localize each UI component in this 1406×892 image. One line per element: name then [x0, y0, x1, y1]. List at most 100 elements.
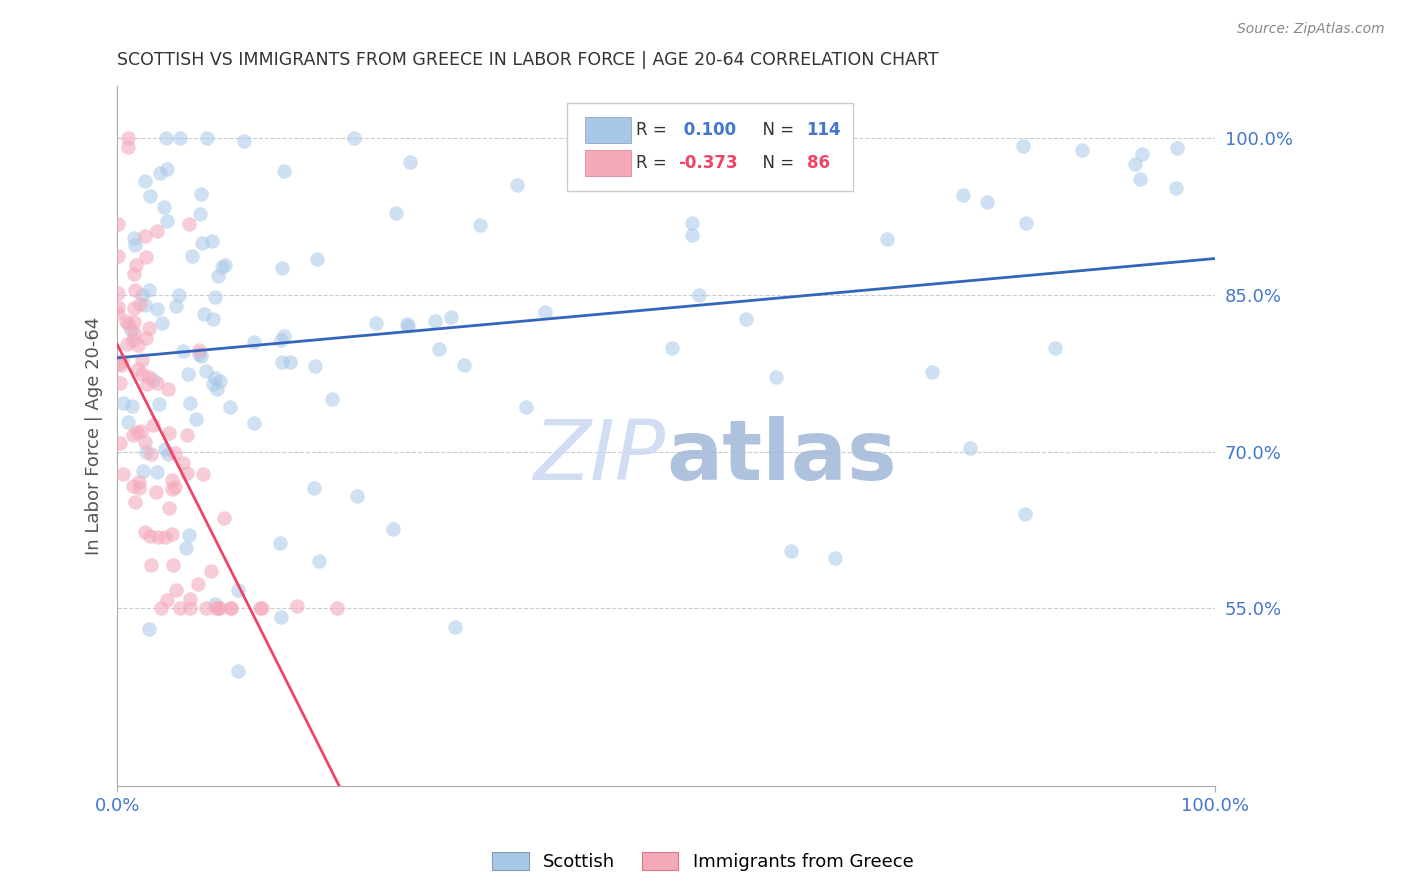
Point	[134, 298, 156, 312]
Point	[226, 664, 249, 678]
Point	[443, 620, 465, 634]
Point	[202, 376, 225, 391]
Text: N =: N =	[752, 120, 799, 138]
Point	[734, 311, 756, 326]
Point	[381, 522, 404, 536]
Point	[302, 482, 325, 496]
Point	[395, 318, 418, 332]
Point	[190, 235, 212, 250]
Point	[169, 601, 191, 615]
Point	[148, 397, 170, 411]
Point	[135, 445, 157, 459]
Point	[163, 446, 186, 460]
Point	[780, 544, 803, 558]
Point	[134, 174, 156, 188]
Point	[204, 597, 226, 611]
Point	[163, 480, 186, 494]
Point	[190, 349, 212, 363]
Point	[156, 447, 179, 461]
Point	[122, 315, 145, 329]
Point	[305, 252, 328, 267]
Point	[212, 511, 235, 525]
Text: Source: ZipAtlas.com: Source: ZipAtlas.com	[1237, 22, 1385, 37]
FancyBboxPatch shape	[585, 117, 631, 143]
Point	[156, 161, 179, 176]
Point	[325, 601, 347, 615]
Point	[174, 541, 197, 555]
Text: ZIP: ZIP	[534, 417, 666, 498]
Point	[308, 554, 330, 568]
Point	[112, 396, 135, 410]
Point	[1014, 507, 1036, 521]
Point	[193, 307, 215, 321]
Point	[824, 550, 846, 565]
Point	[120, 323, 142, 337]
Point	[160, 482, 183, 496]
Point	[176, 466, 198, 480]
Point	[321, 392, 343, 406]
Point	[681, 227, 703, 242]
Point	[124, 258, 146, 272]
Point	[1130, 147, 1153, 161]
Point	[505, 178, 527, 193]
Text: atlas: atlas	[666, 417, 897, 498]
Point	[204, 290, 226, 304]
Point	[146, 465, 169, 479]
Point	[427, 342, 450, 356]
Y-axis label: In Labor Force | Age 20-64: In Labor Force | Age 20-64	[86, 317, 103, 555]
Point	[304, 359, 326, 374]
Point	[165, 583, 187, 598]
Point	[187, 346, 209, 360]
Point	[162, 558, 184, 573]
Point	[396, 319, 419, 334]
Point	[976, 194, 998, 209]
Point	[209, 374, 232, 388]
Point	[346, 490, 368, 504]
Point	[952, 187, 974, 202]
Point	[156, 592, 179, 607]
Point	[129, 297, 152, 311]
Point	[128, 475, 150, 490]
Point	[221, 601, 243, 615]
Point	[1043, 341, 1066, 355]
Point	[149, 166, 172, 180]
Point	[108, 376, 131, 390]
Point	[107, 300, 129, 314]
Point	[114, 313, 136, 327]
Point	[688, 288, 710, 302]
Text: SCOTTISH VS IMMIGRANTS FROM GREECE IN LABOR FORCE | AGE 20-64 CORRELATION CHART: SCOTTISH VS IMMIGRANTS FROM GREECE IN LA…	[117, 51, 939, 69]
Point	[132, 464, 155, 478]
Point	[107, 306, 129, 320]
Point	[398, 155, 420, 169]
Point	[139, 529, 162, 543]
Point	[131, 367, 153, 381]
Point	[172, 456, 194, 470]
Point	[273, 164, 295, 178]
Point	[108, 435, 131, 450]
Point	[138, 370, 160, 384]
Point	[195, 130, 218, 145]
Point	[249, 601, 271, 615]
Point	[165, 299, 187, 313]
Point	[125, 425, 148, 439]
Point	[270, 610, 292, 624]
Point	[187, 577, 209, 591]
Point	[515, 400, 537, 414]
Point	[124, 237, 146, 252]
Point	[127, 362, 149, 376]
Point	[146, 224, 169, 238]
Point	[681, 216, 703, 230]
Point	[157, 501, 180, 516]
Text: 86: 86	[807, 154, 830, 172]
Point	[233, 134, 256, 148]
Point	[201, 311, 224, 326]
Point	[117, 130, 139, 145]
Point	[172, 343, 194, 358]
Text: 0.100: 0.100	[678, 120, 737, 138]
Point	[150, 317, 173, 331]
Point	[169, 130, 191, 145]
Point	[423, 314, 446, 328]
Point	[122, 230, 145, 244]
Point	[146, 530, 169, 544]
Point	[139, 447, 162, 461]
